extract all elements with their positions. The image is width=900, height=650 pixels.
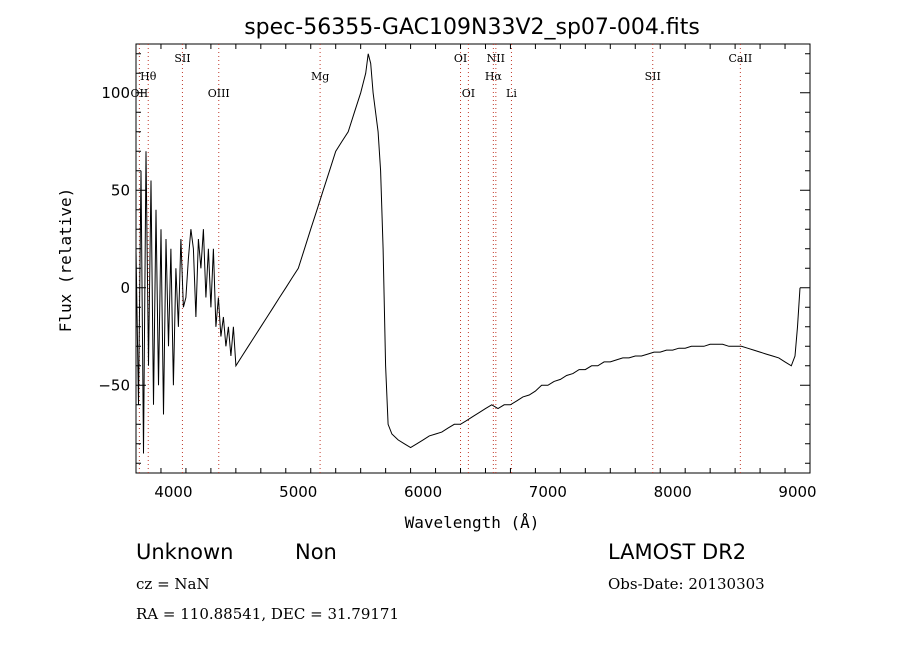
x-tick-label: 5000 [279,483,317,501]
observation-date: Obs-Date: 20130303 [608,575,765,593]
x-tick-label: 7000 [529,483,567,501]
survey-name: LAMOST DR2 [608,540,747,564]
object-subclass: Non [295,540,337,564]
plot-border [135,43,811,474]
chart-title: spec-56355-GAC109N33V2_sp07-004.fits [244,15,700,40]
line-marker-label: CaII [729,52,753,65]
redshift-cz: cz = NaN [136,575,210,593]
line-marker-label: OI [454,52,467,65]
line-marker-label: Hθ [140,70,157,83]
spectrum-line-0 [135,53,801,454]
x-axis-label: Wavelength (Å) [405,513,540,532]
y-tick-label: 100 [101,84,130,102]
line-marker-label: Li [506,87,517,100]
coordinates: RA = 110.88541, DEC = 31.79171 [136,605,400,623]
plot-frame [135,43,811,474]
line-marker-label: OIII [208,87,230,100]
line-marker-label: OI [462,87,475,100]
object-class: Unknown [136,540,234,564]
x-tick-label: 6000 [404,483,442,501]
line-marker-label: SII [645,70,661,83]
line-marker-label: NII [487,52,505,65]
line-marker-label: SII [174,52,190,65]
axis-ticks: 4000 5000 6000 7000 8000 9000 −50 0 50 100 [98,44,817,501]
y-tick-label: −50 [98,376,130,394]
x-tick-label: 8000 [654,483,692,501]
line-marker-label: Hα [485,70,503,83]
line-marker-label: OII [131,87,149,100]
line-marker-label: Mg [311,70,329,83]
y-tick-label: 50 [111,181,130,199]
spectrum-series [135,53,801,454]
y-axis-label: Flux (relative) [56,188,75,333]
x-tick-label: 4000 [154,483,192,501]
x-tick-label: 9000 [778,483,816,501]
y-tick-label: 0 [120,279,130,297]
